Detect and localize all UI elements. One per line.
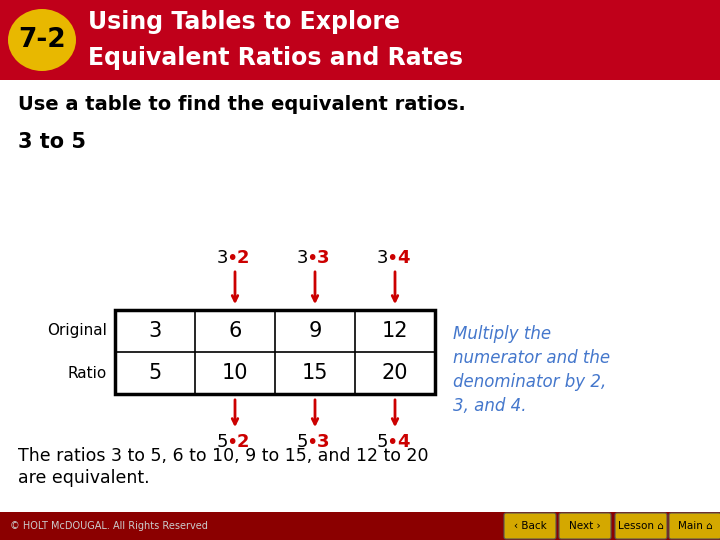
Text: 2: 2 <box>237 433 249 451</box>
FancyBboxPatch shape <box>669 513 720 539</box>
Ellipse shape <box>8 9 76 71</box>
Text: Next ›: Next › <box>570 521 600 531</box>
Text: 5: 5 <box>377 433 388 451</box>
Text: 4: 4 <box>397 433 409 451</box>
Bar <box>115 310 435 394</box>
Text: 4: 4 <box>397 249 409 267</box>
Text: 10: 10 <box>222 363 248 383</box>
Text: •: • <box>306 248 318 267</box>
Text: 15: 15 <box>302 363 328 383</box>
Bar <box>0 512 720 540</box>
Text: 3, and 4.: 3, and 4. <box>453 397 526 415</box>
Text: 3: 3 <box>296 249 307 267</box>
Text: 3: 3 <box>377 249 388 267</box>
Text: •: • <box>226 248 238 267</box>
Text: Using Tables to Explore: Using Tables to Explore <box>88 10 400 34</box>
Text: 5: 5 <box>148 363 161 383</box>
Text: 6: 6 <box>228 321 242 341</box>
Text: Multiply the: Multiply the <box>453 325 551 343</box>
Text: •: • <box>387 433 397 451</box>
Text: Lesson ⌂: Lesson ⌂ <box>618 521 664 531</box>
Text: Ratio: Ratio <box>68 366 107 381</box>
Text: 9: 9 <box>308 321 322 341</box>
Text: 7-2: 7-2 <box>18 27 66 53</box>
Text: 3: 3 <box>317 249 329 267</box>
Text: 3: 3 <box>148 321 161 341</box>
Text: 20: 20 <box>382 363 408 383</box>
Text: The ratios 3 to 5, 6 to 10, 9 to 15, and 12 to 20: The ratios 3 to 5, 6 to 10, 9 to 15, and… <box>18 447 428 465</box>
Text: •: • <box>306 433 318 451</box>
Bar <box>0 0 720 80</box>
FancyBboxPatch shape <box>615 513 667 539</box>
Text: 5: 5 <box>296 433 307 451</box>
Text: 5: 5 <box>216 433 228 451</box>
Text: 3 to 5: 3 to 5 <box>18 132 86 152</box>
Text: Original: Original <box>47 323 107 339</box>
Text: Equivalent Ratios and Rates: Equivalent Ratios and Rates <box>88 46 463 70</box>
Text: Main ⌂: Main ⌂ <box>678 521 712 531</box>
Text: 12: 12 <box>382 321 408 341</box>
Text: numerator and the: numerator and the <box>453 349 610 367</box>
Text: are equivalent.: are equivalent. <box>18 469 150 487</box>
Text: 3: 3 <box>317 433 329 451</box>
Text: denominator by 2,: denominator by 2, <box>453 373 606 391</box>
FancyBboxPatch shape <box>559 513 611 539</box>
Text: •: • <box>226 433 238 451</box>
FancyBboxPatch shape <box>504 513 556 539</box>
Text: 2: 2 <box>237 249 249 267</box>
Text: Use a table to find the equivalent ratios.: Use a table to find the equivalent ratio… <box>18 96 466 114</box>
Text: •: • <box>387 248 397 267</box>
Text: © HOLT McDOUGAL. All Rights Reserved: © HOLT McDOUGAL. All Rights Reserved <box>10 521 208 531</box>
Text: ‹ Back: ‹ Back <box>513 521 546 531</box>
Text: 3: 3 <box>216 249 228 267</box>
